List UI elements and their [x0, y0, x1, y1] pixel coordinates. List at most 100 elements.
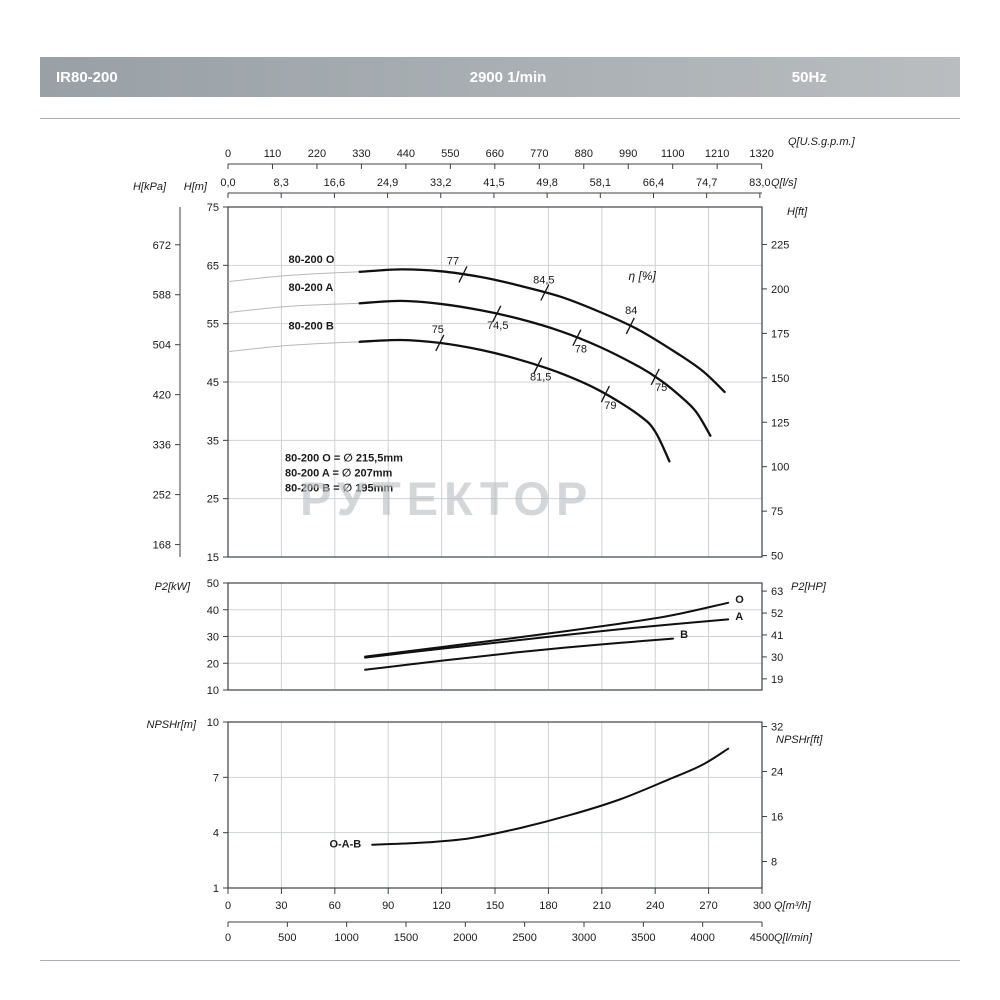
svg-text:20: 20: [207, 658, 219, 670]
svg-text:270: 270: [699, 900, 717, 912]
svg-text:16,6: 16,6: [324, 177, 345, 189]
svg-text:168: 168: [153, 540, 171, 552]
svg-text:660: 660: [486, 148, 504, 160]
svg-text:770: 770: [530, 148, 548, 160]
svg-text:210: 210: [593, 900, 611, 912]
svg-text:1320: 1320: [749, 148, 773, 160]
svg-text:50: 50: [771, 551, 783, 563]
svg-text:75: 75: [771, 506, 783, 518]
svg-text:3500: 3500: [631, 932, 655, 944]
svg-text:η [%]: η [%]: [629, 269, 657, 283]
curve-80-200 O: [358, 268, 726, 394]
svg-text:60: 60: [329, 900, 341, 912]
svg-text:78: 78: [575, 344, 587, 356]
svg-text:A: A: [735, 611, 743, 623]
svg-text:0,0: 0,0: [220, 177, 235, 189]
svg-text:420: 420: [153, 390, 171, 402]
pump-speed-label: 2900 1/min: [469, 68, 547, 86]
power-chart: 10 20 30 40 50 P2[kW] 19 30 41 52 63 P2[HP] OA B: [155, 578, 827, 697]
svg-text:Q[l/min]: Q[l/min]: [774, 932, 813, 944]
svg-text:200: 200: [771, 284, 789, 296]
svg-text:Q[m³/h]: Q[m³/h]: [774, 900, 812, 912]
svg-text:80-200 B: 80-200 B: [289, 321, 334, 333]
svg-text:32: 32: [771, 722, 783, 734]
svg-text:15: 15: [207, 552, 219, 564]
pump-frequency-label: 50Hz: [791, 68, 827, 86]
svg-text:150: 150: [771, 373, 789, 385]
svg-text:84: 84: [625, 305, 637, 317]
svg-text:504: 504: [153, 340, 171, 352]
svg-text:74,7: 74,7: [696, 177, 717, 189]
svg-text:65: 65: [207, 260, 219, 272]
curve-A: [364, 618, 730, 659]
svg-text:336: 336: [153, 440, 171, 452]
svg-text:66,4: 66,4: [643, 177, 664, 189]
svg-text:330: 330: [352, 148, 370, 160]
svg-text:63: 63: [771, 586, 783, 598]
svg-text:75: 75: [432, 324, 444, 336]
svg-text:25: 25: [207, 494, 219, 506]
svg-text:1100: 1100: [661, 148, 685, 160]
svg-text:74,5: 74,5: [487, 320, 508, 332]
svg-text:52: 52: [771, 608, 783, 620]
svg-text:41: 41: [771, 630, 783, 642]
svg-text:0: 0: [225, 148, 231, 160]
svg-text:30: 30: [771, 652, 783, 664]
svg-text:1500: 1500: [394, 932, 418, 944]
svg-text:80-200 A = ∅ 207mm: 80-200 A = ∅ 207mm: [285, 468, 393, 480]
svg-text:16: 16: [771, 811, 783, 823]
svg-text:80-200 O: 80-200 O: [289, 254, 335, 266]
svg-text:0: 0: [225, 932, 231, 944]
svg-text:77: 77: [447, 255, 459, 267]
svg-text:180: 180: [539, 900, 557, 912]
svg-text:50: 50: [207, 578, 219, 590]
svg-text:H[m]: H[m]: [184, 181, 208, 193]
svg-text:75: 75: [207, 202, 219, 214]
svg-text:58,1: 58,1: [590, 177, 611, 189]
svg-text:100: 100: [771, 462, 789, 474]
svg-text:990: 990: [619, 148, 637, 160]
svg-text:Q[U.S.g.p.m.]: Q[U.S.g.p.m.]: [788, 136, 856, 148]
svg-text:125: 125: [771, 417, 789, 429]
svg-text:175: 175: [771, 328, 789, 340]
svg-text:O: O: [735, 594, 744, 606]
svg-text:35: 35: [207, 435, 219, 447]
top-divider: [40, 118, 960, 119]
svg-text:4: 4: [213, 828, 219, 840]
svg-text:30: 30: [207, 632, 219, 644]
svg-text:33,2: 33,2: [430, 177, 451, 189]
svg-text:80-200 O = ∅ 215,5mm: 80-200 O = ∅ 215,5mm: [285, 452, 403, 464]
svg-text:24: 24: [771, 767, 783, 779]
svg-text:55: 55: [207, 319, 219, 331]
svg-text:NPSHr[ft]: NPSHr[ft]: [776, 734, 823, 746]
svg-text:110: 110: [264, 148, 282, 160]
svg-text:120: 120: [432, 900, 450, 912]
svg-text:240: 240: [646, 900, 664, 912]
svg-text:440: 440: [397, 148, 415, 160]
curve-B: [364, 637, 674, 671]
svg-text:0: 0: [225, 900, 231, 912]
curve-O: [364, 601, 730, 658]
svg-text:40: 40: [207, 605, 219, 617]
svg-text:8: 8: [771, 856, 777, 868]
svg-text:300: 300: [753, 900, 771, 912]
svg-text:672: 672: [153, 240, 171, 252]
svg-text:3000: 3000: [572, 932, 596, 944]
svg-text:8,3: 8,3: [274, 177, 289, 189]
head-flow-chart: 15 25 35 45 55 65 75 H[m] 168 252 336 420 504 588 672 H…: [133, 136, 856, 564]
svg-text:10: 10: [207, 717, 219, 729]
pump-model-label: IR80-200: [56, 68, 118, 86]
svg-text:24,9: 24,9: [377, 177, 398, 189]
svg-text:41,5: 41,5: [483, 177, 504, 189]
svg-text:1000: 1000: [334, 932, 358, 944]
svg-text:O-A-B: O-A-B: [329, 838, 361, 850]
curve-80-200 B: [358, 338, 671, 463]
svg-text:81,5: 81,5: [530, 372, 551, 384]
svg-text:10: 10: [207, 685, 219, 697]
curve-80-200 A: [358, 299, 712, 437]
svg-text:B: B: [680, 629, 688, 641]
svg-text:7: 7: [213, 772, 219, 784]
header-bar: IR80-200 2900 1/min 50Hz: [40, 57, 960, 97]
